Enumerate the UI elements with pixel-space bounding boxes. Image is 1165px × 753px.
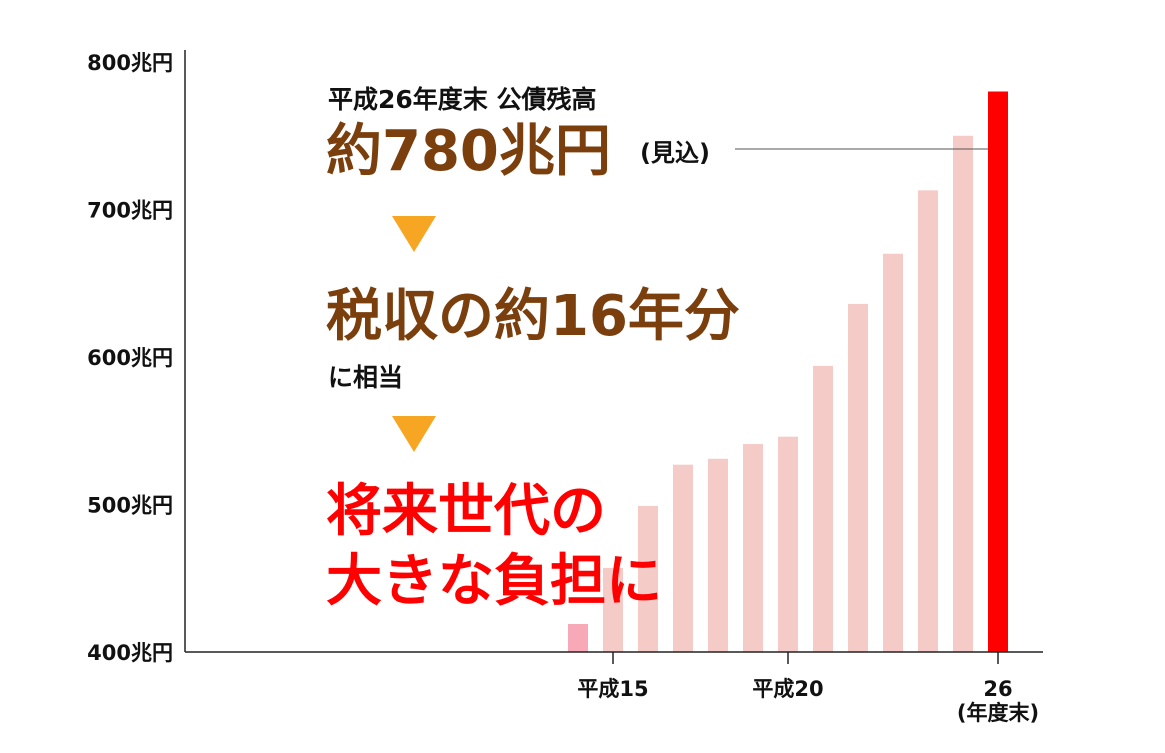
bar <box>953 135 973 652</box>
bar <box>708 458 728 652</box>
down-arrow-icon <box>392 216 436 252</box>
y-tick-label: 600兆円 <box>87 346 173 370</box>
x-unit-label: (年度末) <box>957 701 1039 725</box>
bar <box>568 623 588 652</box>
bar-highlight <box>988 91 1008 652</box>
tax-equivalent: 税収の約16年分 <box>326 284 740 349</box>
bar <box>638 505 658 652</box>
x-tick-label: 平成20 <box>752 677 823 701</box>
x-tick-label: 26 <box>983 677 1012 701</box>
bar <box>778 436 798 652</box>
bar <box>883 253 903 652</box>
y-tick-label: 400兆円 <box>87 641 173 665</box>
bar <box>673 464 693 652</box>
y-tick-label: 500兆円 <box>87 494 173 518</box>
bar <box>603 567 623 652</box>
burden-line-2: 大きな負担に <box>326 549 662 614</box>
x-tick-label: 平成15 <box>577 677 648 701</box>
estimate-note: (見込) <box>640 139 710 167</box>
y-tick-label: 800兆円 <box>87 51 173 75</box>
bar <box>848 303 868 652</box>
burden-line-1: 将来世代の <box>326 479 606 544</box>
bar <box>813 365 833 652</box>
debt-amount: 約780兆円 <box>326 119 611 184</box>
equivalent-suffix: に相当 <box>328 363 404 392</box>
bar <box>918 190 938 652</box>
bar <box>743 444 763 652</box>
down-arrow-icon <box>392 416 436 452</box>
callout-subtitle: 平成26年度末 公債残高 <box>328 85 597 114</box>
y-tick-label: 700兆円 <box>87 199 173 223</box>
